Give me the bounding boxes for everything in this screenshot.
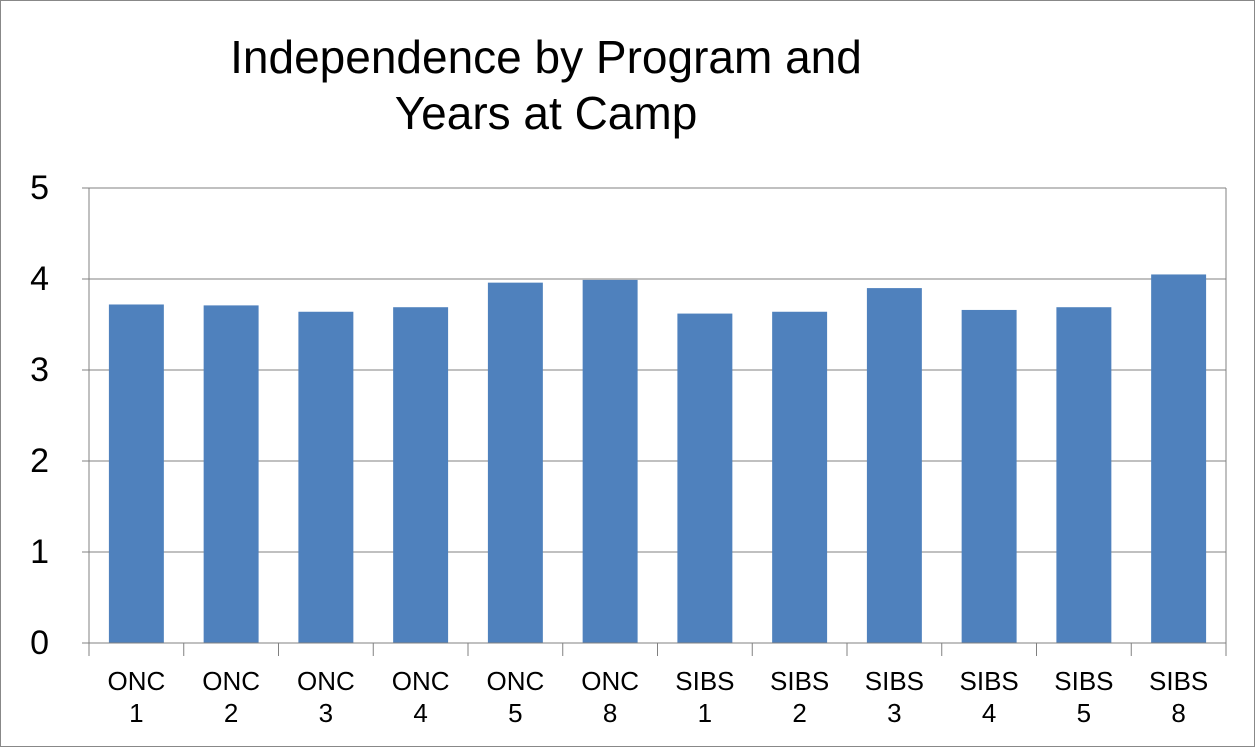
- x-tick-label: ONC 3: [296, 666, 355, 728]
- bar: [1151, 274, 1207, 643]
- x-tick-label: SIBS 4: [959, 666, 1019, 728]
- x-tick-label: SIBS 1: [675, 666, 735, 728]
- bar: [393, 307, 449, 643]
- bar: [203, 305, 259, 643]
- y-tick-label: 5: [30, 169, 49, 207]
- x-tick-label: SIBS 2: [770, 666, 830, 728]
- bar: [677, 313, 733, 643]
- x-tick-label: SIBS 5: [1054, 666, 1114, 728]
- bar: [1056, 307, 1112, 643]
- x-tick-label: SIBS 3: [864, 666, 924, 728]
- x-tick-label: ONC 8: [581, 666, 640, 728]
- y-tick-label: 4: [30, 260, 49, 298]
- chart-title: Independence by Program and Years at Cam…: [230, 31, 862, 139]
- x-tick-label: SIBS 8: [1149, 666, 1209, 728]
- bar: [772, 311, 828, 643]
- y-tick-label: 2: [30, 442, 49, 480]
- bar: [298, 311, 354, 643]
- bar: [582, 279, 638, 643]
- bar: [487, 282, 543, 643]
- x-tick-label: ONC 1: [107, 666, 166, 728]
- bar: [866, 288, 922, 643]
- x-tick-label: ONC 2: [202, 666, 261, 728]
- y-tick-label: 3: [30, 351, 49, 389]
- y-tick-label: 1: [30, 533, 49, 571]
- bar: [961, 309, 1017, 643]
- bar: [108, 304, 164, 643]
- x-tick-label: ONC 4: [391, 666, 450, 728]
- x-tick-label: ONC 5: [486, 666, 545, 728]
- y-tick-label: 0: [30, 624, 49, 662]
